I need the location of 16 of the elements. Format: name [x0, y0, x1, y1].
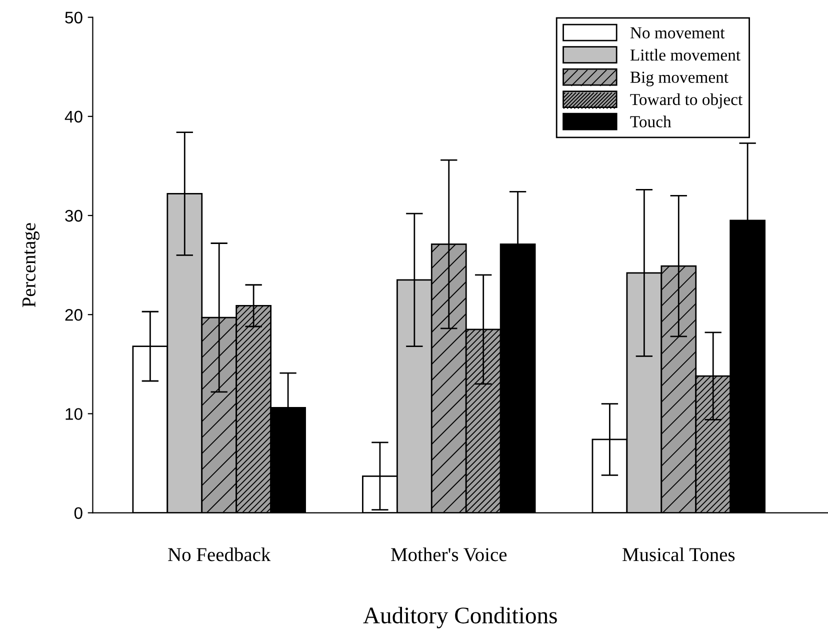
x-axis-title: Auditory Conditions [363, 606, 557, 628]
y-tick-label: 30 [65, 210, 82, 222]
legend-label: No movement [630, 27, 725, 38]
x-tick-label: No Feedback [168, 548, 271, 562]
legend-label: Touch [630, 116, 672, 128]
legend-label: Little movement [630, 48, 740, 61]
x-tick-label: Mother's Voice [391, 548, 507, 562]
y-axis-title: Percentage [22, 223, 40, 308]
y-tick-label: 0 [74, 507, 82, 520]
y-tick-label: 50 [65, 12, 82, 24]
legend-label: Big movement [630, 72, 728, 86]
y-tick-label: 20 [65, 309, 82, 321]
x-tick-label: Musical Tones [622, 548, 735, 562]
y-tick-label: 10 [66, 408, 82, 420]
legend-label: Toward to object [630, 93, 743, 109]
y-tick-label: 40 [64, 110, 82, 123]
